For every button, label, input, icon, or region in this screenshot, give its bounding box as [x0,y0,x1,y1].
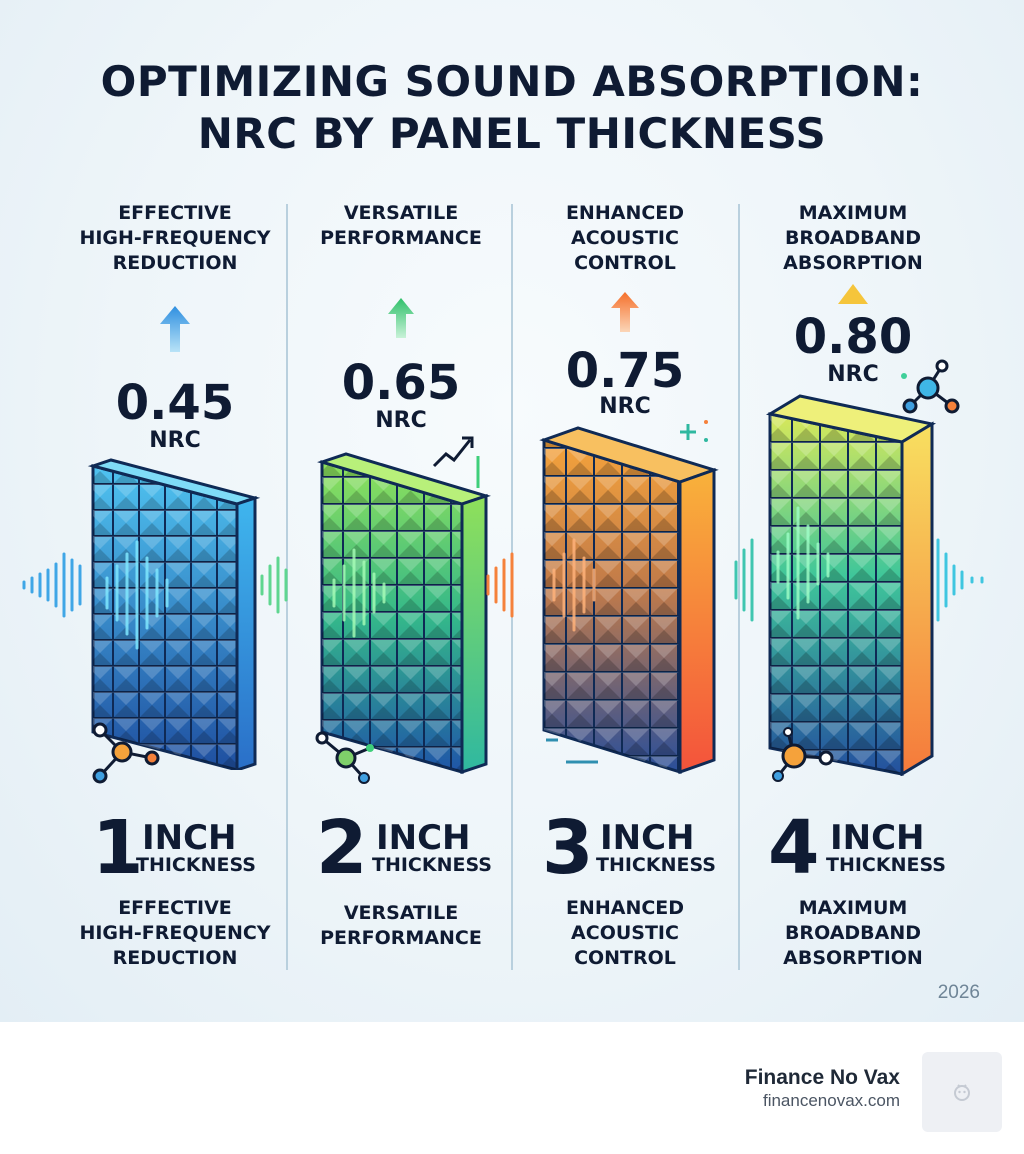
benefit-label-top: ENHANCED ACOUSTIC CONTROL [565,202,685,274]
triangle-icon [838,284,868,304]
arrow-up-icon [160,306,190,352]
thickness-word: THICKNESS [372,854,492,876]
nrc-value: 0.45 [115,375,235,431]
thickness-unit: INCH [830,818,925,858]
thickness-word: THICKNESS [826,854,946,876]
thickness-word: THICKNESS [596,854,716,876]
year-label: 2026 [937,982,980,1003]
molecule-icon [92,722,160,784]
nrc-value: 0.65 [341,355,461,411]
sound-wave-icon [22,552,82,618]
column-4-inch: MAXIMUM BROADBAND ABSORPTION 0.80 NRC [734,0,984,1022]
benefit-label-top: VERSATILE PERFORMANCE [320,202,482,249]
sparkle-icon [680,420,708,442]
brand-name: Finance No Vax [744,1066,900,1089]
molecule-icon [772,727,834,782]
title-line-2: NRC BY PANEL THICKNESS [197,109,827,158]
thickness-number: 3 [542,805,594,891]
nrc-unit: NRC [149,428,201,453]
arrow-up-icon [388,298,414,338]
thickness-heading: 3 INCH THICKNESS [512,808,738,888]
benefit-label-top: MAXIMUM BROADBAND ABSORPTION [783,202,923,274]
sound-wave-icon [734,538,984,622]
nrc-unit: NRC [375,408,427,433]
brand-url[interactable]: financenovax.com [762,1091,900,1110]
benefit-label-bottom: MAXIMUM BROADBAND ABSORPTION [783,897,923,969]
sound-wave-icon [260,556,288,614]
nrc-unit: NRC [599,394,651,419]
nrc-value: 0.75 [565,343,685,399]
thickness-number: 4 [768,805,820,891]
nrc-unit: NRC [827,362,879,387]
thickness-heading: 4 INCH THICKNESS [740,808,966,888]
thickness-unit: INCH [600,818,695,858]
nrc-value: 0.80 [793,309,913,365]
column-2-inch: VERSATILE PERFORMANCE 0.65 NRC [260,0,514,1022]
thickness-heading: 1 INCH THICKNESS [62,808,288,888]
column-3-inch: ENHANCED ACOUSTIC CONTROL 0.75 NRC [486,0,738,1022]
benefit-label-bottom: EFFECTIVE HIGH-FREQUENCY REDUCTION [79,897,271,969]
trend-up-icon [432,436,480,488]
acoustic-panel-icon [87,458,261,770]
acoustic-panel-icon [317,452,491,774]
thickness-heading: 2 INCH THICKNESS [288,808,514,888]
thickness-number: 2 [316,805,368,891]
column-divider [738,204,740,970]
thickness-number: 1 [92,805,144,891]
thickness-unit: INCH [376,818,471,858]
benefit-label-bottom: VERSATILE PERFORMANCE [320,902,482,949]
acoustic-panel-icon [765,394,937,776]
logo-icon [954,1084,970,1101]
molecule-icon [315,731,374,784]
footer: Finance No Vax financenovax.com [0,1022,1024,1154]
benefit-label-bottom: ENHANCED ACOUSTIC CONTROL [565,897,685,969]
infographic: OPTIMIZING SOUND ABSORPTION: NRC BY PANE… [0,0,1024,1022]
benefit-label-top: EFFECTIVE HIGH-FREQUENCY REDUCTION [79,202,271,274]
molecule-icon [901,359,960,414]
brand-logo[interactable] [922,1052,1002,1132]
dash-icon [546,738,598,764]
acoustic-panel-icon [539,426,719,775]
arrow-up-icon [611,292,639,332]
thickness-word: THICKNESS [136,854,256,876]
column-1-inch: EFFECTIVE HIGH-FREQUENCY REDUCTION 0.45 … [22,0,288,1022]
thickness-unit: INCH [142,818,237,858]
sound-wave-icon [486,552,514,618]
title-line-1: OPTIMIZING SOUND ABSORPTION: [100,57,924,106]
page-title: OPTIMIZING SOUND ABSORPTION: NRC BY PANE… [0,56,1024,160]
